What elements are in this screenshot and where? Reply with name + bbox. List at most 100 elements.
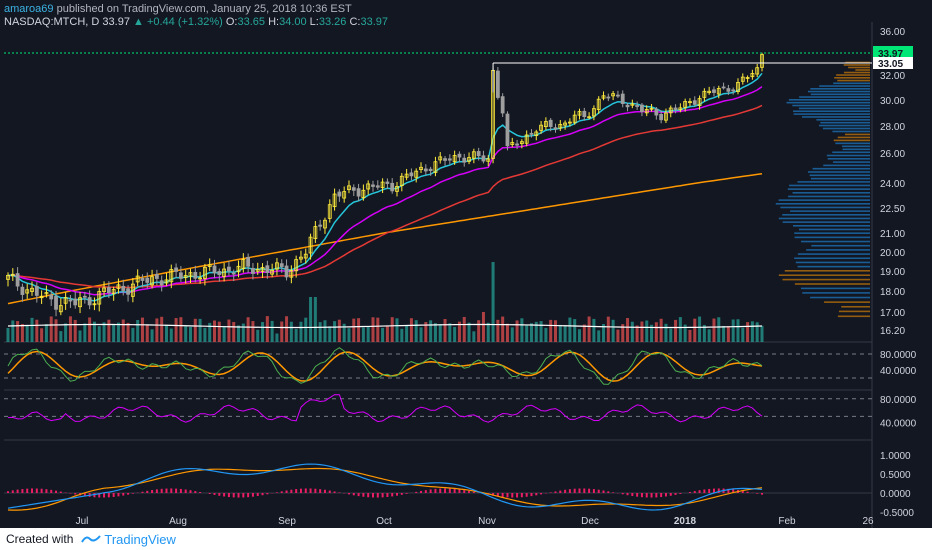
candle-body [452,155,457,163]
volume-profile-bar [800,287,870,290]
macd-histogram-bar [103,493,106,498]
macd-histogram-bar [11,490,14,493]
time-tick-label: 26 [862,516,874,527]
macd-histogram-bar [266,493,269,495]
candle-body [390,182,395,192]
symbol-label: NASDAQ:MTCH, D [4,16,100,28]
volume-bar [179,317,183,342]
candle-body [150,276,154,286]
volume-bar [385,326,389,342]
candle-body [476,151,481,157]
macd-histogram-bar [160,488,163,493]
price-tick-label: 21.00 [880,229,905,240]
candle-body [203,266,207,279]
macd-histogram-bar [396,493,399,496]
macd-histogram-bar [179,488,182,493]
candle-body [683,101,688,108]
candle-body [620,93,625,104]
candle-body [241,259,246,269]
volume-profile-bar [835,142,870,145]
last-price-badge [873,46,913,59]
macd-histogram-bar [7,491,9,493]
candle-body [385,181,390,184]
volume-profile-bar [842,148,870,151]
tradingview-brand[interactable]: TradingView [104,531,176,547]
candle-body [318,224,323,227]
candle-body [303,253,308,259]
candle-body [308,236,313,254]
macd-histogram-bar [170,488,173,493]
candle-body [337,191,342,197]
macd-histogram-bar [40,488,43,493]
macd-histogram-bar [640,493,643,498]
candle-body [371,184,375,187]
candle-body [126,288,130,295]
volume-bar [597,330,601,342]
volume-profile-bar [788,99,870,101]
volume-bar [544,327,548,342]
volume-profile-bar [837,79,870,82]
macd-histogram-bar [299,488,302,493]
volume-profile-bar [806,249,870,251]
volume-bar [635,325,639,342]
macd-histogram-bar [420,490,423,493]
candle-body [121,285,126,291]
volume-bar [414,320,418,342]
candle-body [97,291,102,305]
price-tick-label: 26.00 [880,149,905,160]
macd-histogram-bar [21,489,24,493]
candle-body [404,173,409,178]
candle-body [423,168,428,172]
macd-histogram-bar [165,488,168,493]
macd-histogram-bar [688,491,691,493]
volume-profile-bar [826,154,870,157]
volume-bar [717,317,721,342]
volume-profile-bar [794,257,870,260]
publisher-name[interactable]: amaroa69 [4,3,54,15]
macd-histogram-bar [607,491,610,493]
candle-body [659,113,664,121]
volume-profile-bar [822,127,870,130]
volume-profile-bar [793,110,870,113]
candle-body [342,191,347,199]
volume-bar [683,324,687,342]
macd-histogram-bar [501,493,504,497]
published-text: published on TradingView.com, January 25… [56,3,352,15]
macd-histogram-bar [309,488,312,493]
macd-histogram-bar [333,491,336,493]
macd-histogram-bar [444,488,447,493]
macd-histogram-bar [45,489,48,493]
volume-bar [251,321,255,342]
macd-histogram-bar [674,493,677,495]
volume-bar [107,319,111,342]
macd-histogram-bar [391,493,394,497]
macd-histogram-bar [261,493,264,496]
volume-bar [265,316,269,342]
macd-histogram-bar [155,489,158,493]
volume-bar [309,297,313,342]
volume-profile-bar [810,93,870,96]
volume-bar [606,316,610,342]
open-label: O: [225,16,238,28]
volume-bar [88,317,92,342]
candle-body [399,175,404,187]
stoch-d-line [7,350,763,382]
macd-histogram-bar [242,493,245,498]
candle-body [49,294,54,300]
candle-body [58,305,63,313]
price-tick-label: 22.50 [880,204,905,215]
volume-profile-bar [775,203,870,205]
macd-histogram-bar [655,493,658,498]
volume-profile-bar [833,82,870,85]
candle-body [188,272,193,277]
macd-histogram-bar [453,488,456,493]
candle-body [178,272,183,279]
macd-histogram-bar [535,493,538,496]
candle-body [255,268,260,272]
candle-body [6,274,10,280]
volume-bar [650,324,654,342]
volume-bar [381,327,385,342]
macd-histogram-bar [55,490,58,493]
volume-bar [640,321,644,342]
